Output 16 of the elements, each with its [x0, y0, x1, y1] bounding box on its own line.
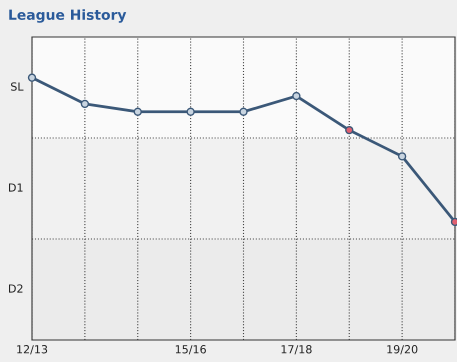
- point: [80, 100, 90, 108]
- band-label: D2: [9, 284, 22, 293]
- x-tick-label: 17/18: [282, 345, 312, 354]
- band-label: SL: [11, 82, 24, 91]
- x-tick-label: 12/13: [17, 345, 48, 354]
- point: [186, 108, 195, 116]
- chart-title: League History: [9, 9, 126, 23]
- band-label: D1: [9, 183, 23, 192]
- x-tick-label: 19/20: [387, 345, 418, 354]
- point: [134, 108, 142, 116]
- point: [28, 73, 36, 82]
- point: [398, 152, 406, 161]
- x-tick-label: 15/16: [176, 345, 206, 354]
- point: [292, 92, 301, 100]
- point: [345, 126, 354, 134]
- point: [239, 108, 248, 116]
